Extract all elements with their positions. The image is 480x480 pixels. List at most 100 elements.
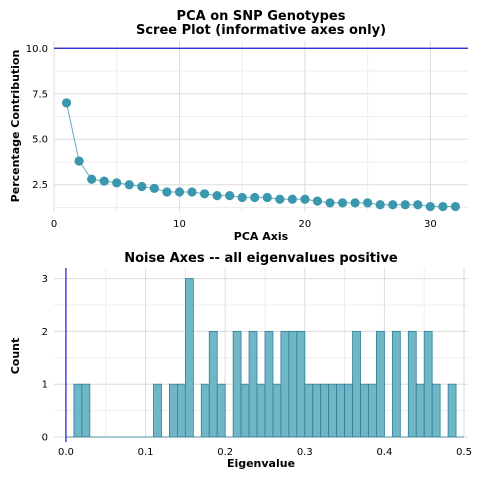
histogram-bar (216, 383, 226, 438)
histogram-bar (153, 383, 162, 438)
scree-plot-panel: PCA on SNP Genotypes Scree Plot (informa… (9, 9, 468, 243)
histogram-bar (360, 383, 369, 438)
scree-point (237, 192, 247, 203)
histogram-bar (352, 330, 361, 438)
scree-point (287, 194, 297, 204)
histogram-bar (336, 383, 345, 438)
scree-point (388, 200, 398, 210)
scree-plot-subtitle: Scree Plot (informative axes only) (136, 23, 386, 38)
histogram-x-tick-label: 0.0 (58, 447, 74, 458)
scree-point (212, 191, 222, 201)
scree-plot-title: PCA on SNP Genotypes (177, 9, 346, 24)
histogram-bar (272, 383, 282, 438)
histogram-x-tick-label: 0.5 (456, 447, 472, 458)
scree-point (413, 200, 423, 210)
scree-point (300, 194, 310, 204)
scree-point (87, 174, 97, 184)
histogram-bars (65, 278, 465, 438)
scree-point (225, 191, 235, 201)
scree-point (74, 156, 84, 166)
scree-x-tick-label: 0 (51, 219, 57, 230)
scree-point (262, 192, 272, 203)
scree-point (61, 98, 72, 108)
histogram-bar (248, 330, 258, 438)
histogram-bar (288, 330, 298, 438)
histogram-bar (296, 330, 306, 438)
scree-x-tick-label: 30 (424, 219, 437, 230)
histogram-bar (447, 383, 457, 438)
histogram-bar (177, 383, 186, 438)
histogram-bar (169, 383, 178, 438)
histogram-x-tick-label: 0.4 (376, 447, 392, 458)
scree-point (350, 198, 360, 208)
histogram-y-tick-label: 3 (42, 274, 48, 285)
scree-point (325, 198, 335, 208)
histogram-y-tick-label: 2 (42, 327, 48, 338)
histogram-bar (256, 383, 266, 438)
scree-y-axis-title: Percentage Contribution (9, 50, 22, 203)
histogram-x-tick-label: 0.1 (138, 447, 154, 458)
histogram-y-axis-title: Count (9, 338, 22, 375)
scree-point (275, 194, 285, 204)
scree-x-tick-label: 20 (299, 219, 312, 230)
histogram-title: Noise Axes -- all eigenvalues positive (124, 251, 398, 266)
histogram-bar (73, 383, 83, 438)
scree-point (174, 187, 185, 197)
scree-point (438, 201, 448, 212)
histogram-y-tick-label: 1 (42, 380, 48, 391)
histogram-bar (391, 330, 401, 438)
scree-points (61, 98, 461, 212)
scree-y-tick-label: 2.5 (32, 180, 48, 191)
histogram-panel: Noise Axes -- all eigenvalues positive 0… (9, 251, 472, 470)
scree-point (199, 189, 210, 199)
histogram-bar (200, 383, 210, 438)
scree-x-axis-title: PCA Axis (234, 230, 289, 243)
scree-point (99, 176, 109, 186)
scree-point (187, 187, 197, 197)
scree-point (363, 198, 373, 208)
scree-y-tick-label: 5.0 (32, 135, 48, 146)
histogram-bar (208, 330, 218, 438)
scree-x-tick-label: 10 (173, 219, 186, 230)
histogram-bar (368, 383, 377, 438)
histogram-bar (264, 330, 274, 438)
histogram-bar (415, 383, 425, 438)
histogram-y-tick-labels: 0 1 2 3 (42, 274, 48, 443)
histogram-bar (320, 383, 330, 438)
scree-point (250, 192, 260, 203)
histogram-bar (431, 383, 441, 438)
histogram-x-tick-label: 0.3 (297, 447, 313, 458)
scree-point (124, 180, 134, 190)
scree-point (149, 183, 159, 193)
histogram-bar (344, 383, 353, 438)
scree-grid (53, 41, 468, 212)
histogram-bar (304, 383, 314, 438)
scree-y-tick-label: 7.5 (32, 89, 48, 100)
histogram-bar (328, 383, 338, 438)
histogram-bar (407, 330, 417, 438)
histogram-bar (232, 330, 242, 438)
histogram-x-tick-label: 0.2 (217, 447, 233, 458)
histogram-y-tick-label: 0 (42, 433, 48, 444)
scree-point (312, 196, 323, 206)
scree-point (337, 198, 348, 208)
scree-point (112, 178, 122, 188)
scree-y-tick-label: 10.0 (26, 44, 48, 55)
scree-point (425, 201, 435, 212)
histogram-x-tick-labels: 0.0 0.1 0.2 0.3 0.4 0.5 (58, 447, 472, 458)
histogram-bar (376, 330, 385, 438)
scree-point (375, 200, 385, 210)
scree-point (162, 187, 172, 197)
scree-y-tick-labels: 2.5 5.0 7.5 10.0 (26, 44, 48, 191)
histogram-bar (184, 278, 194, 438)
scree-point (450, 201, 461, 212)
scree-point (137, 181, 147, 192)
scree-x-tick-labels: 0 10 20 30 (51, 219, 437, 230)
histogram-bar (280, 330, 290, 438)
scree-point (400, 200, 410, 210)
histogram-bar (312, 383, 322, 438)
histogram-bar (81, 383, 91, 438)
histogram-bar (240, 383, 250, 438)
histogram-bar (423, 330, 433, 438)
